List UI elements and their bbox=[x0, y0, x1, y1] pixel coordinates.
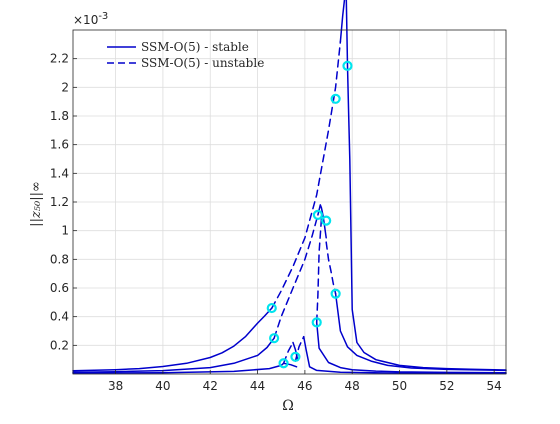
series-line-stable bbox=[315, 321, 507, 374]
bifurcation-marker bbox=[330, 288, 341, 299]
legend-label-unstable: SSM-O(5) - unstable bbox=[141, 56, 264, 70]
bifurcation-marker bbox=[330, 93, 341, 104]
series-line-unstable bbox=[273, 214, 319, 339]
bifurcation-marker bbox=[278, 358, 289, 369]
y-axis-label: ||z₅₀||∞ bbox=[29, 181, 44, 227]
grid-layer bbox=[73, 30, 506, 374]
y-tick-label: 2 bbox=[61, 80, 69, 94]
y-tick-label: 0.6 bbox=[50, 281, 69, 295]
y-tick-label: 1.4 bbox=[50, 166, 69, 180]
y-tick-label: 0.4 bbox=[50, 310, 69, 324]
x-tick-label: 42 bbox=[203, 379, 218, 393]
x-tick-label: 48 bbox=[345, 379, 360, 393]
legend-label-stable: SSM-O(5) - stable bbox=[141, 40, 249, 54]
y-tick-label: 0.8 bbox=[50, 252, 69, 266]
series-line-stable bbox=[72, 362, 285, 374]
bifurcation-marker bbox=[311, 317, 322, 328]
y-tick-label: 1 bbox=[61, 224, 69, 238]
marker-layer bbox=[266, 60, 353, 369]
y-exponent-label: ×10-3 bbox=[73, 11, 108, 27]
y-exponent-power: -3 bbox=[98, 11, 108, 22]
series-line-stable bbox=[334, 292, 507, 372]
series-line-unstable bbox=[294, 335, 305, 362]
x-tick-label: 40 bbox=[155, 379, 170, 393]
x-tick-label: 52 bbox=[439, 379, 454, 393]
legend: SSM-O(5) - stable SSM-O(5) - unstable bbox=[107, 40, 264, 70]
bifurcation-marker bbox=[269, 333, 280, 344]
tick-layer: 38 40 42 44 46 48 50 52 54 0.2 0.4 0.6 0.8 1 1.2 1.4 1.6… bbox=[50, 52, 502, 393]
series-line-stable bbox=[72, 337, 275, 374]
series-line-stable bbox=[72, 307, 273, 372]
y-tick-label: 1.2 bbox=[50, 195, 69, 209]
x-tick-label: 46 bbox=[297, 379, 312, 393]
series-line-unstable bbox=[325, 241, 337, 295]
x-tick-label: 54 bbox=[487, 379, 502, 393]
series-line-stable bbox=[339, 0, 507, 371]
bifurcation-marker bbox=[266, 302, 277, 314]
y-tick-label: 1.6 bbox=[50, 138, 69, 152]
y-exponent-base: ×10 bbox=[73, 13, 98, 27]
x-axis-label: Ω bbox=[282, 398, 294, 414]
series-line-unstable bbox=[315, 218, 323, 324]
x-tick-label: 38 bbox=[108, 379, 123, 393]
x-tick-label: 50 bbox=[392, 379, 407, 393]
series-line-stable bbox=[282, 362, 298, 368]
series-layer bbox=[72, 0, 507, 375]
y-tick-label: 2.2 bbox=[50, 52, 69, 66]
y-tick-label: 0.2 bbox=[50, 338, 69, 352]
x-tick-label: 44 bbox=[250, 379, 265, 393]
series-line-unstable bbox=[271, 40, 342, 309]
bifurcation-marker bbox=[321, 215, 332, 226]
bifurcation-marker bbox=[290, 351, 301, 362]
bifurcation-marker bbox=[312, 209, 323, 220]
bifurcation-marker bbox=[342, 60, 353, 71]
y-tick-label: 1.8 bbox=[50, 109, 69, 123]
